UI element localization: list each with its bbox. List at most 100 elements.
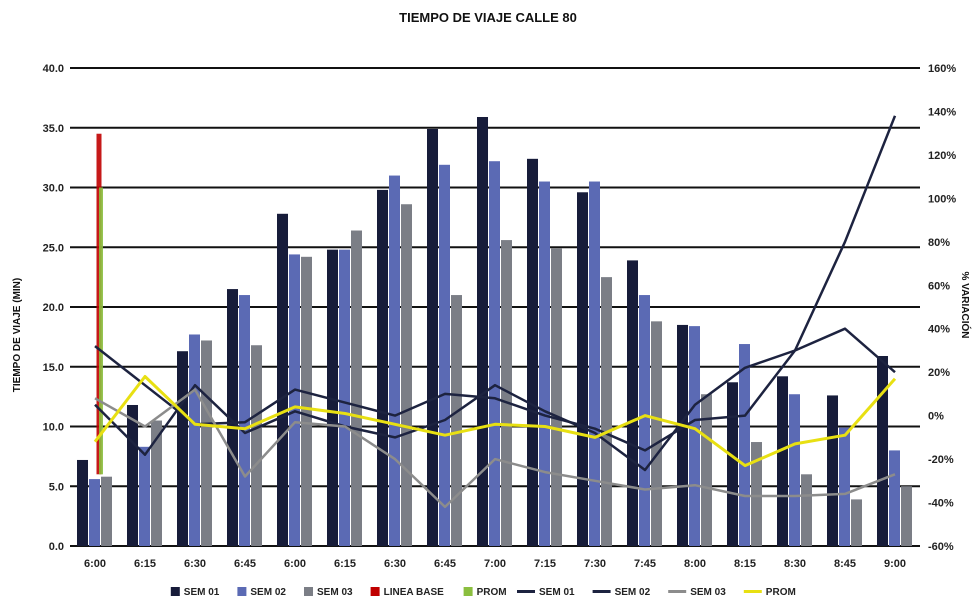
bar: [877, 355, 888, 546]
bar: [777, 376, 788, 546]
line-series: [94, 115, 897, 472]
bar: [627, 260, 638, 546]
bar: [789, 394, 800, 546]
y2-tick-label: 80%: [928, 237, 950, 249]
y2-axis-title: % VARIACIÓN: [959, 271, 972, 338]
y-axis-ticks: 0.0 5.0 10.0 15.0 20.0 25.0 30.0 35.0 40.0: [43, 63, 64, 553]
bar: [377, 189, 388, 546]
bar: [151, 420, 162, 546]
x-tick-label: 8:30: [784, 558, 806, 570]
bar: [527, 158, 538, 546]
y2-tick-label: 140%: [928, 106, 956, 118]
y-tick-label: 30.0: [43, 183, 64, 195]
y-tick-label: 20.0: [43, 302, 64, 314]
x-tick-label: 8:00: [684, 558, 706, 570]
y-axis-title: TIEMPO DE VIAJE (MIN): [12, 278, 23, 392]
bar: [639, 295, 650, 546]
y2-tick-label: -40%: [928, 498, 954, 510]
reference-bars: [96, 133, 103, 475]
x-tick-label: 6:00: [84, 558, 106, 570]
bar: [751, 442, 762, 546]
bar: [551, 248, 562, 546]
y2-tick-label: 160%: [928, 63, 956, 75]
bar: [601, 277, 612, 546]
legend-label: SEM 01: [539, 587, 575, 598]
y-tick-label: 40.0: [43, 63, 64, 75]
x-tick-label: 7:45: [634, 558, 656, 570]
bar: [689, 326, 700, 546]
x-tick-label: 8:15: [734, 558, 756, 570]
legend-label: SEM 02: [250, 587, 286, 598]
bar: [77, 459, 88, 546]
legend-swatch: [463, 587, 473, 596]
bar: [89, 479, 100, 546]
line-series: [94, 327, 896, 452]
y-tick-label: 0.0: [49, 541, 64, 553]
y2-tick-label: 0%: [928, 411, 944, 423]
y-tick-label: 10.0: [43, 422, 64, 434]
y-tick-label: 5.0: [49, 481, 64, 493]
bar: [539, 181, 550, 546]
legend-label: SEM 01: [184, 587, 220, 598]
x-tick-label: 6:30: [384, 558, 406, 570]
bar: [477, 116, 488, 547]
bar: [339, 249, 350, 546]
bar: [827, 395, 838, 546]
bar: [289, 254, 300, 547]
bar: [301, 256, 312, 546]
bar: [651, 321, 662, 546]
y2-tick-label: 40%: [928, 324, 950, 336]
x-tick-label: 6:15: [134, 558, 156, 570]
y2-axis-ticks: -60% -40% -20% 0% 20% 40% 60% 80% 100% 120% 140% 16…: [928, 63, 956, 553]
y2-tick-label: -20%: [928, 454, 954, 466]
bar: [401, 204, 412, 547]
x-axis-ticks: 6:00 6:15 6:30 6:45 6:00 6:15 6:30 6:45 7:00 7:15…: [84, 558, 906, 570]
y-tick-label: 35.0: [43, 123, 64, 135]
x-tick-label: 6:30: [184, 558, 206, 570]
bar: [839, 427, 850, 546]
bar: [127, 404, 138, 546]
legend-label: SEM 03: [317, 587, 353, 598]
bar: [351, 230, 362, 546]
bar: [677, 324, 688, 546]
bar: [589, 181, 600, 546]
bar: [901, 486, 912, 546]
y2-tick-label: 20%: [928, 367, 950, 379]
bar: [251, 345, 262, 546]
line-series: [93, 375, 897, 468]
legend-swatch: [237, 587, 247, 596]
bar: [389, 175, 400, 547]
x-tick-label: 6:45: [434, 558, 456, 570]
x-tick-label: 8:45: [834, 558, 856, 570]
bar: [451, 295, 462, 546]
legend-swatch: [370, 587, 380, 596]
bar-series: [77, 116, 912, 547]
y2-tick-label: -60%: [928, 541, 954, 553]
bar: [577, 192, 588, 546]
x-tick-label: 6:00: [284, 558, 306, 570]
legend-swatch: [304, 587, 313, 596]
bar: [427, 128, 438, 546]
y2-tick-label: 60%: [928, 280, 950, 292]
x-tick-label: 7:00: [484, 558, 506, 570]
bar: [701, 394, 712, 546]
average-bar: [99, 187, 103, 475]
bar: [739, 344, 750, 546]
bar: [727, 382, 738, 546]
y-tick-label: 25.0: [43, 242, 64, 254]
bar: [277, 213, 288, 547]
bar: [439, 164, 450, 547]
line-series: [94, 388, 896, 509]
legend-label: PROM: [766, 587, 796, 598]
bar: [189, 334, 200, 546]
x-tick-label: 9:00: [884, 558, 906, 570]
bar: [851, 499, 862, 546]
legend-label: LINEA BASE: [384, 587, 445, 598]
bar: [101, 476, 112, 546]
legend-swatch: [170, 587, 180, 596]
bar: [327, 249, 338, 546]
x-tick-label: 6:45: [234, 558, 256, 570]
x-tick-label: 7:15: [534, 558, 556, 570]
legend-label: SEM 02: [615, 587, 651, 598]
